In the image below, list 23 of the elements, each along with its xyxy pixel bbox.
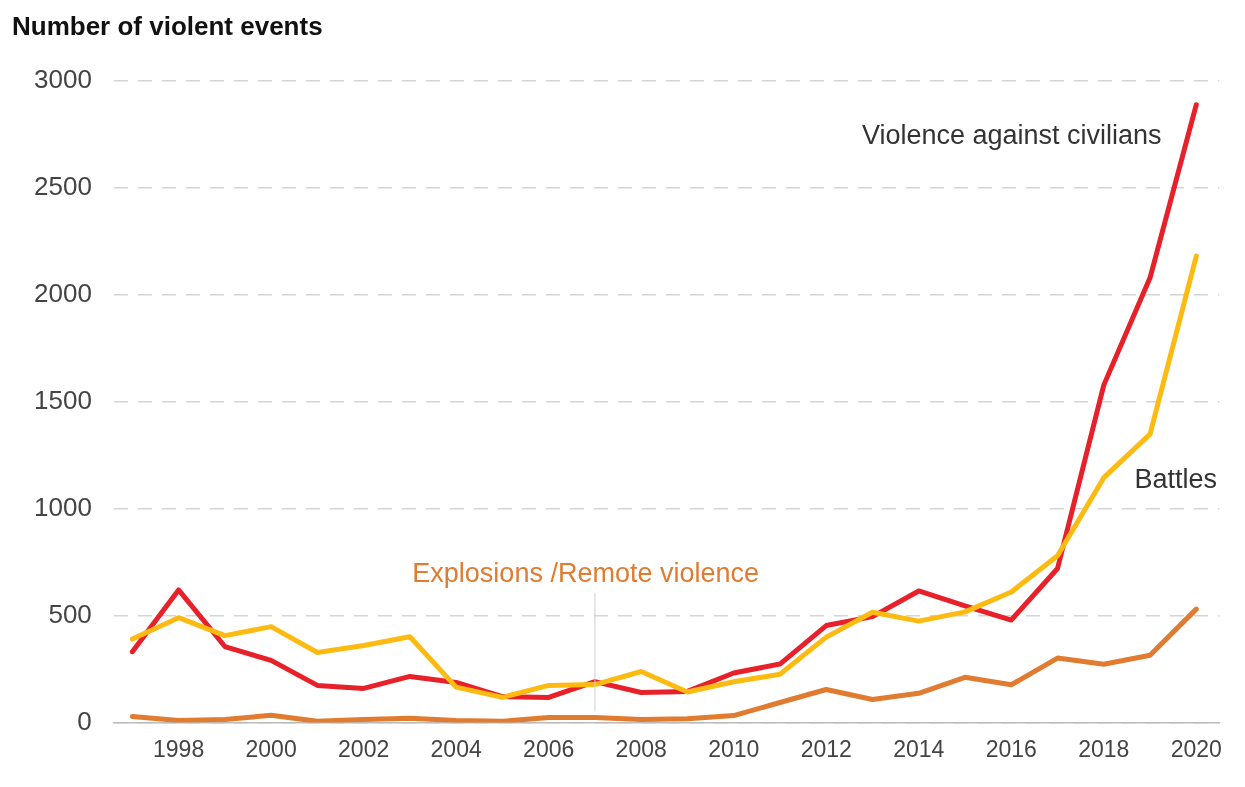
y-tick-label: 2000 [34, 278, 92, 309]
x-tick-label: 2010 [708, 735, 760, 762]
series-label: Battles [1134, 464, 1218, 495]
y-tick-label: 2500 [34, 171, 92, 202]
x-tick-label: 2012 [800, 735, 852, 762]
x-tick-label: 2008 [615, 735, 667, 762]
y-tick-label: 0 [77, 705, 92, 736]
x-tick-label: 2002 [338, 735, 390, 762]
y-tick-label: 3000 [34, 64, 92, 95]
x-tick-label: 2004 [430, 735, 482, 762]
y-tick-label: 1500 [34, 384, 92, 415]
series-label: Violence against civilians [861, 120, 1162, 151]
y-tick-label: 500 [48, 598, 92, 629]
x-tick-label: 2018 [1078, 735, 1130, 762]
x-tick-label: 2016 [985, 735, 1037, 762]
x-tick-label: 2014 [893, 735, 945, 762]
y-tick-label: 1000 [34, 491, 92, 522]
x-tick-label: 2000 [245, 735, 297, 762]
x-tick-label: 2020 [1170, 735, 1222, 762]
chart-title: Number of violent events [12, 10, 323, 41]
x-tick-label: 1998 [153, 735, 205, 762]
x-tick-label: 2006 [523, 735, 575, 762]
text: Explosions /Remote violence [412, 558, 760, 589]
